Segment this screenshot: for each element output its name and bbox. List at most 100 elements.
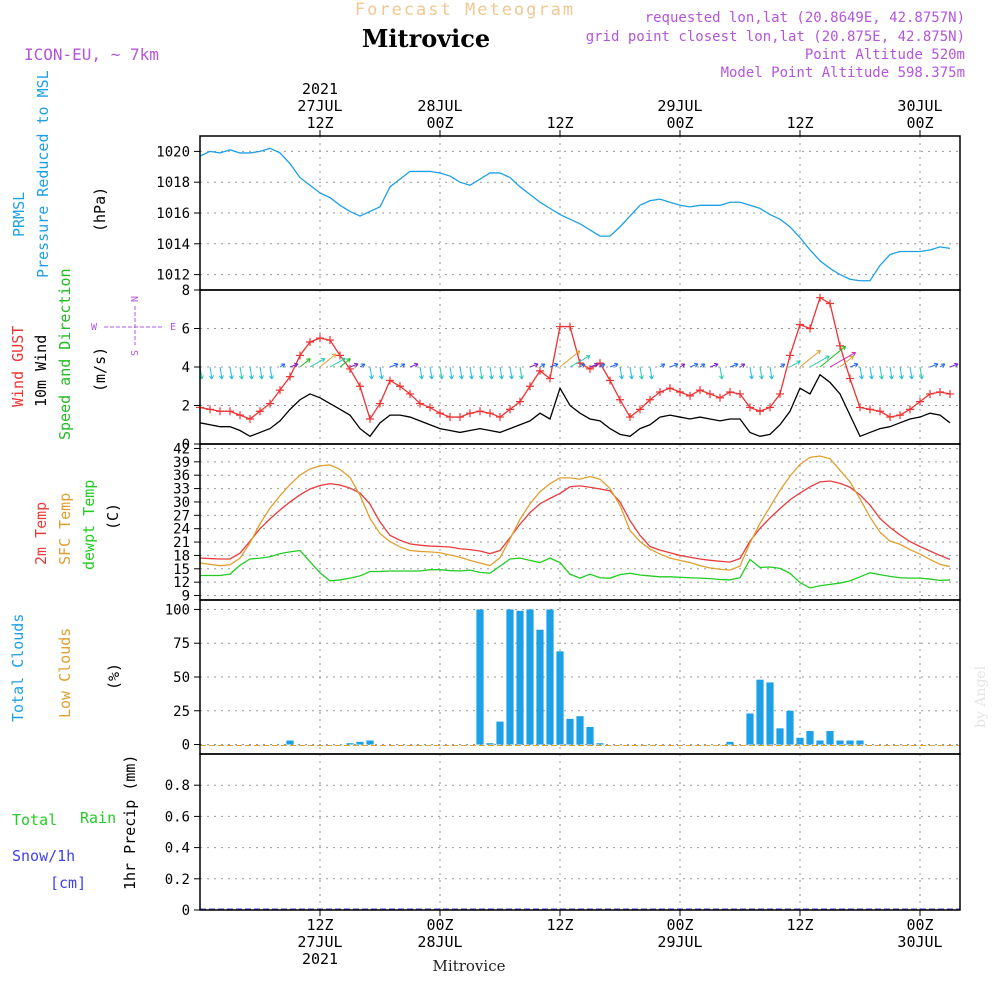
wind-arrow — [469, 366, 473, 380]
wind-arrow-head — [693, 362, 699, 368]
cloud-bar — [346, 743, 354, 745]
ytick-label: 4 — [182, 360, 190, 376]
cloud-bar — [516, 610, 524, 745]
wind-arrow — [669, 363, 679, 368]
gust-marker — [376, 399, 384, 408]
wind-arrow-head — [849, 355, 854, 361]
wind-arrow-head — [953, 362, 959, 368]
top-time-label: 28JUL — [417, 97, 462, 115]
cloud-bar — [586, 726, 594, 745]
ytick-label: 0.4 — [165, 841, 190, 857]
low-clouds-label: Low Clouds — [56, 628, 74, 718]
wind-arrow — [349, 363, 359, 368]
legend-cm: [cm] — [50, 874, 86, 892]
wind-arrow-head — [933, 362, 939, 368]
wind-arrow-head — [575, 350, 581, 355]
ytick-label: 39 — [173, 455, 190, 471]
gust-marker — [526, 382, 534, 391]
wind-arrow-head — [796, 360, 801, 365]
gust-marker — [426, 403, 434, 412]
wind-arrow-head — [639, 375, 644, 380]
wind-arrow-head — [369, 375, 374, 380]
gust-marker — [826, 299, 834, 308]
gust-marker — [916, 397, 924, 406]
wind-arrow-head — [239, 375, 244, 380]
top-time-label: 12Z — [546, 114, 573, 132]
cloud-bar — [856, 740, 864, 745]
point-altitude: Point Altitude 520m — [805, 47, 965, 63]
gust-marker — [706, 389, 714, 398]
wind-arrow-head — [700, 363, 706, 368]
wind-arrow-head — [680, 363, 686, 368]
cloud-bar — [836, 740, 844, 745]
gust-marker — [516, 397, 524, 406]
wind-arrow — [379, 366, 383, 380]
gust-marker — [666, 384, 674, 393]
top-time-label: 00Z — [906, 114, 933, 132]
bottom-time-label: 30JUL — [897, 933, 942, 951]
gust-marker — [856, 403, 864, 412]
gust-marker — [256, 407, 264, 416]
cloud-bar — [566, 718, 574, 745]
gust-marker — [546, 374, 554, 383]
gust-marker — [946, 389, 954, 398]
wind-arrow — [649, 366, 653, 380]
legend-snow: Snow/1h — [12, 847, 75, 865]
top-time-label: 12Z — [306, 114, 333, 132]
gust-marker — [696, 386, 704, 395]
forecast-title: Forecast Meteogram — [355, 0, 575, 20]
wind-arrow — [439, 366, 443, 380]
gust-marker — [796, 320, 804, 329]
wind-arrow-head — [293, 362, 299, 368]
series-line-dewpt-temp — [200, 549, 951, 589]
cloud-bar — [826, 731, 834, 745]
model-label: ICON-EU, ~ 7km — [24, 45, 159, 64]
wind-arrow — [249, 366, 253, 380]
ytick-label: 2 — [182, 399, 190, 415]
ytick-label: 33 — [173, 482, 190, 498]
bottom-time-label: 12Z — [306, 916, 333, 934]
wind-arrow — [929, 363, 939, 368]
bottom-time-label: 00Z — [426, 916, 453, 934]
gust-marker — [586, 364, 594, 373]
gust-marker — [326, 336, 334, 345]
cloud-bar — [766, 682, 774, 745]
wind-arrow-head — [713, 362, 719, 368]
wind-arrow-head — [859, 375, 864, 380]
gust-marker — [356, 382, 364, 391]
gust-marker — [476, 407, 484, 416]
gust-marker — [266, 399, 274, 408]
ytick-label: 1012 — [156, 268, 190, 284]
compass-s: S — [130, 350, 141, 356]
plot-area: 1012101410161018102002468912151821242730… — [156, 80, 961, 968]
wind-arrow-head — [540, 363, 546, 368]
bottom-time-label: 00Z — [666, 916, 693, 934]
wind-arrow-head — [899, 375, 904, 380]
gust-marker — [726, 388, 734, 397]
gust-marker — [846, 374, 854, 383]
gust-marker — [316, 334, 324, 343]
cloud-bar — [746, 713, 754, 745]
gust-marker — [566, 322, 574, 331]
ytick-label: 8 — [182, 283, 190, 299]
wind-unit: (m/s) — [91, 347, 109, 392]
cloud-bar — [476, 609, 484, 745]
ytick-label: 1016 — [156, 206, 190, 222]
bottom-time-label: 12Z — [786, 916, 813, 934]
wind-arrow-head — [519, 375, 524, 380]
top-time-label: 00Z — [426, 114, 453, 132]
wind-arrow-head — [749, 375, 754, 380]
gust-marker — [236, 411, 244, 420]
cloud-bar — [356, 741, 364, 745]
ytick-label: 27 — [173, 508, 190, 524]
wind-arrow — [389, 363, 399, 368]
wind-arrow — [809, 355, 830, 368]
wind-arrow-head — [489, 375, 494, 380]
cloud-bar — [596, 743, 604, 745]
gust-marker — [656, 388, 664, 397]
wind-arrow-head — [919, 375, 924, 380]
gust-marker — [436, 409, 444, 418]
wind-arrow-head — [879, 375, 884, 380]
